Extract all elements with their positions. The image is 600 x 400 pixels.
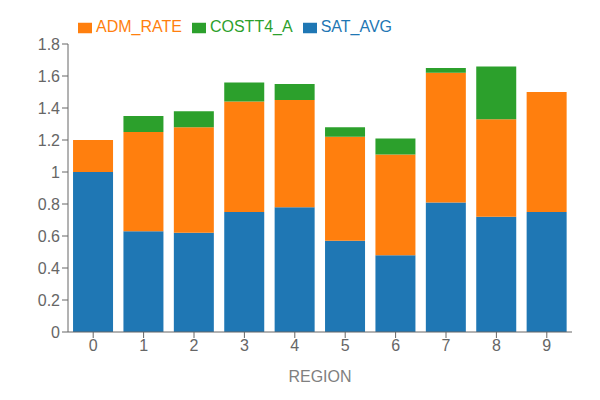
svg-text:6: 6 (391, 337, 400, 354)
svg-text:1.4: 1.4 (38, 100, 60, 117)
svg-text:0: 0 (89, 337, 98, 354)
svg-text:5: 5 (341, 337, 350, 354)
svg-text:0.8: 0.8 (38, 196, 60, 213)
svg-text:1: 1 (139, 337, 148, 354)
html-text:SAT_AVG: SAT_AVG (320, 18, 393, 35)
svg-text:9: 9 (542, 337, 551, 354)
svg-text:1.6: 1.6 (38, 68, 60, 85)
html-text:ADM_RATE: ADM_RATE (96, 18, 182, 35)
svg-text:0.6: 0.6 (38, 228, 60, 245)
svg-text:1.2: 1.2 (38, 132, 60, 149)
svg-text:REGION: REGION (288, 368, 351, 385)
svg-text:1.8: 1.8 (38, 36, 60, 53)
svg-text:4: 4 (290, 337, 299, 354)
svg-text:0.2: 0.2 (38, 292, 60, 309)
svg-text:0.4: 0.4 (38, 260, 60, 277)
svg-text:2: 2 (190, 337, 199, 354)
svg-text:3: 3 (240, 337, 249, 354)
svg-text:0: 0 (51, 324, 60, 341)
svg-text:7: 7 (442, 337, 451, 354)
svg-text:8: 8 (492, 337, 501, 354)
html-text:COSTT4_A: COSTT4_A (209, 18, 293, 35)
svg-text:1: 1 (51, 164, 60, 181)
